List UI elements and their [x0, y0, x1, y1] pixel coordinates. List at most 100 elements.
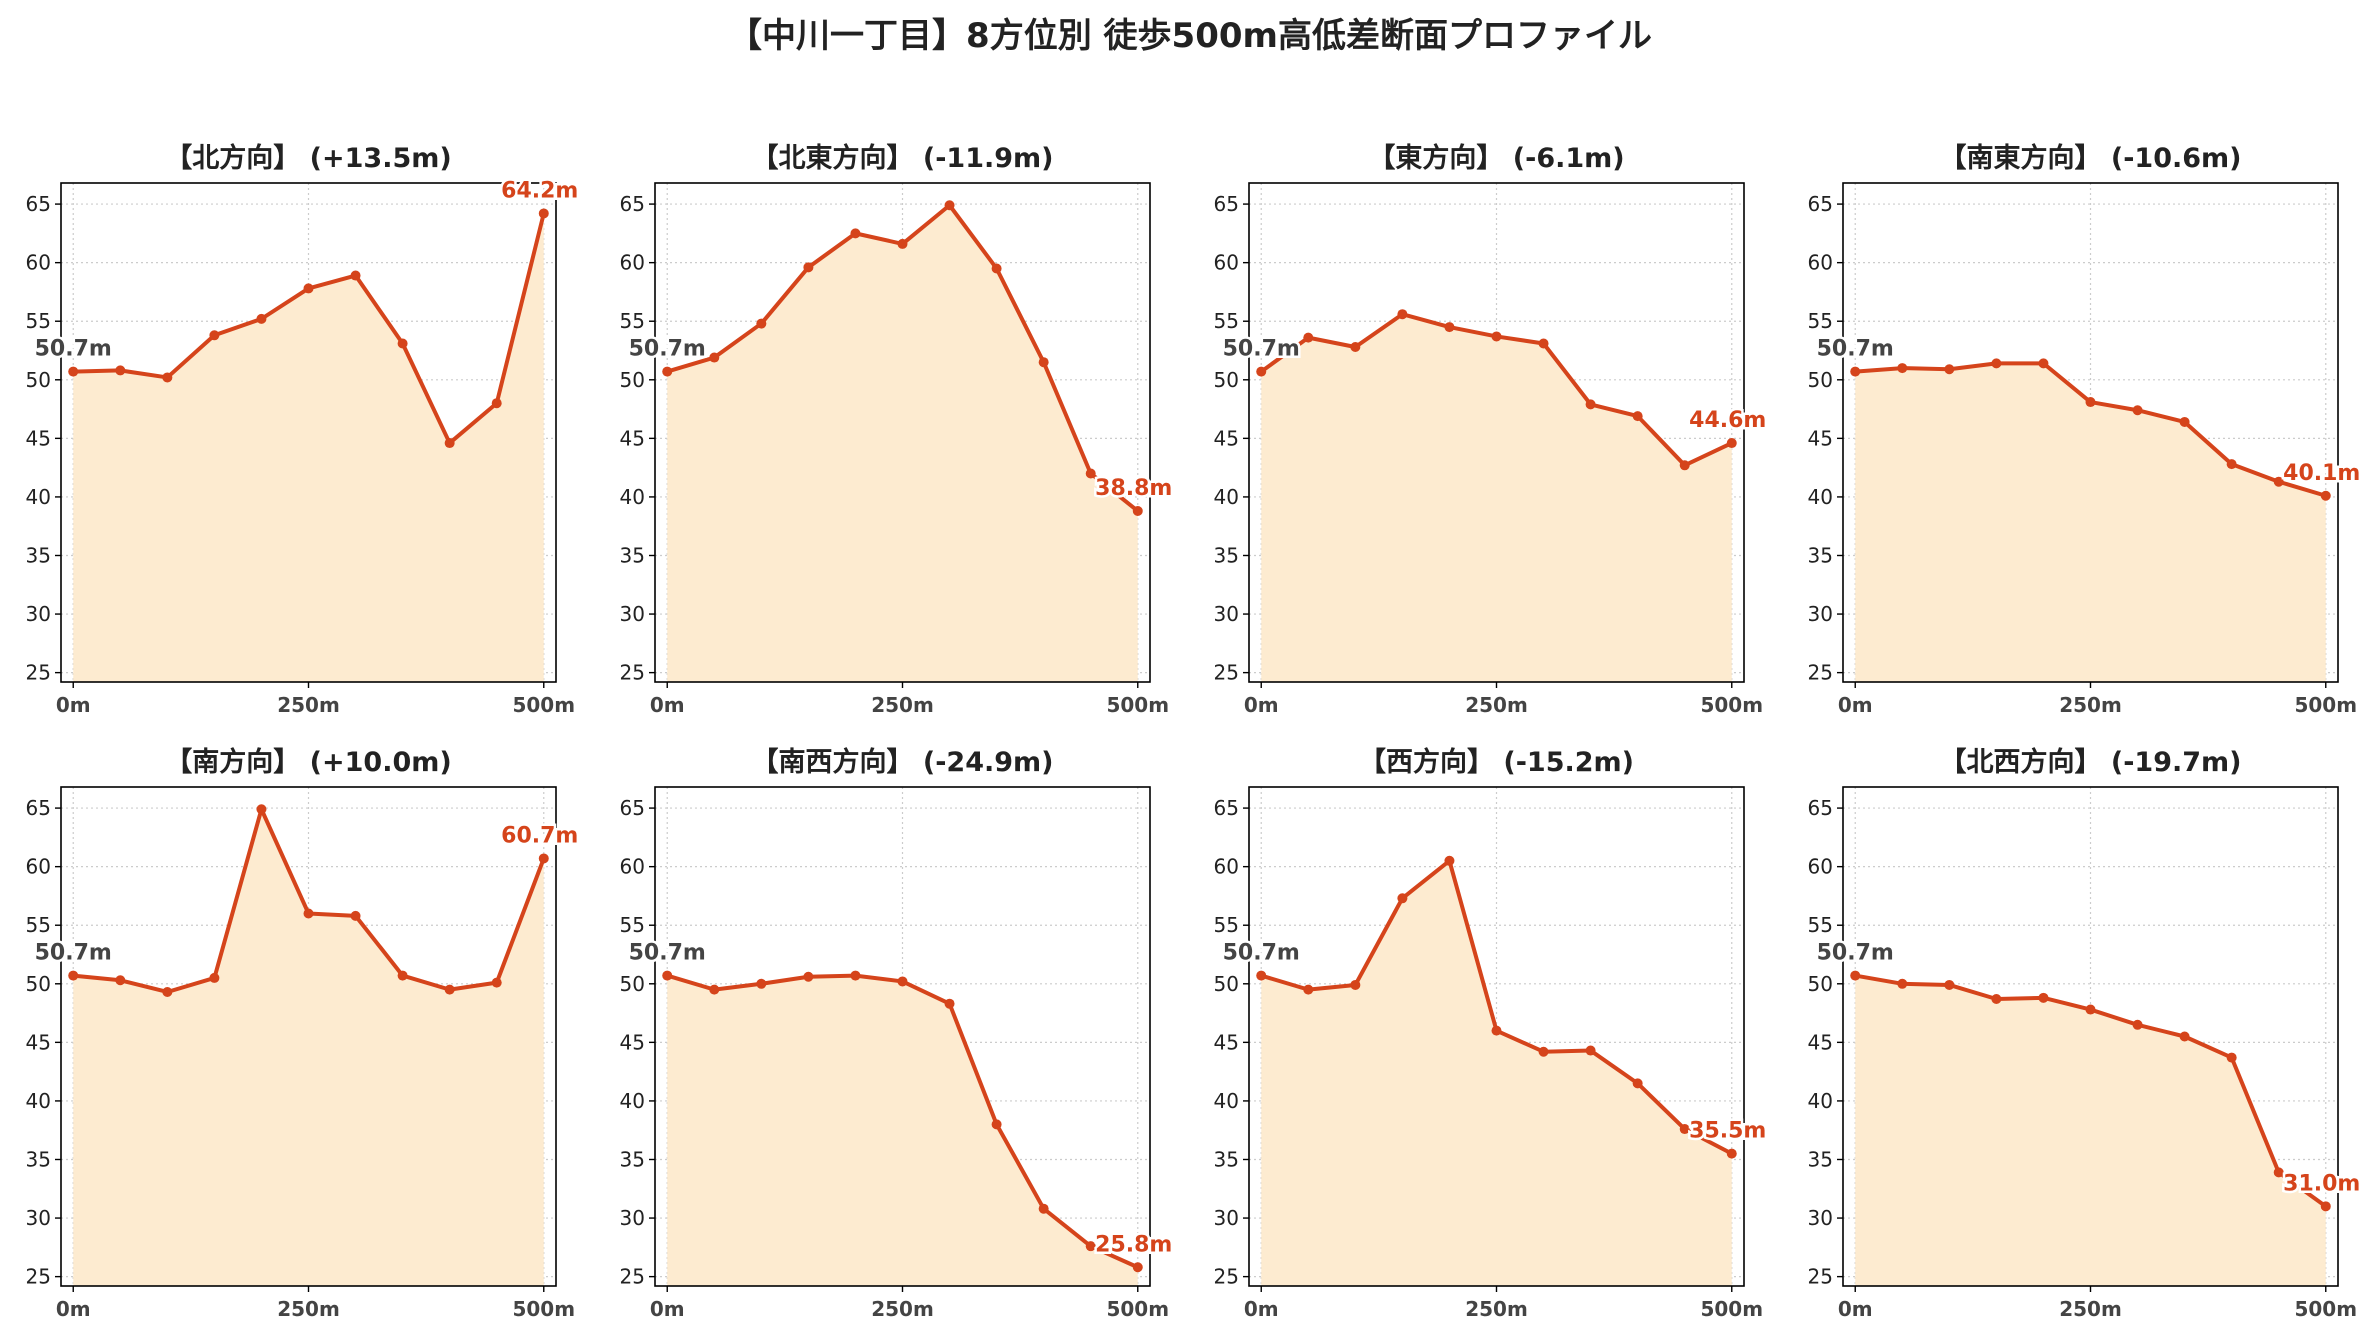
- data-point: [256, 804, 267, 815]
- y-tick-label: 40: [26, 485, 51, 509]
- y-tick-label: 30: [1214, 602, 1239, 626]
- profile-area: [1855, 363, 2326, 682]
- data-point: [209, 330, 220, 341]
- start-elevation-label: 50.7m: [1817, 337, 1894, 362]
- end-elevation-label: 40.1m: [2283, 461, 2360, 486]
- profile-area: [1855, 975, 2326, 1286]
- y-tick-label: 35: [1214, 543, 1239, 567]
- data-point: [303, 283, 314, 294]
- y-tick-label: 40: [620, 485, 645, 509]
- y-tick-label: 45: [1808, 426, 1833, 450]
- x-tick-label: 250m: [277, 1297, 340, 1321]
- data-point: [491, 398, 502, 409]
- data-point: [303, 908, 314, 919]
- chart-panel-1: 【北方向】 (+13.5m) 25 30 35 40 45 50 55 60 65 0m 250m 50…: [26, 142, 581, 717]
- data-point: [115, 975, 126, 986]
- y-tick-label: 60: [1214, 251, 1239, 275]
- chart-title: 【南東方向】 (-10.6m): [1939, 142, 2241, 174]
- data-point: [1303, 332, 1314, 343]
- data-point: [491, 977, 502, 988]
- x-tick-label: 500m: [1700, 693, 1763, 717]
- y-tick-label: 65: [1808, 796, 1833, 820]
- x-tick-label: 0m: [1838, 693, 1873, 717]
- data-point: [1491, 331, 1502, 342]
- profile-area: [73, 213, 544, 683]
- data-point: [1897, 978, 1908, 989]
- x-tick-label: 500m: [512, 1297, 575, 1321]
- data-point: [2132, 405, 2143, 416]
- end-elevation-label: 44.6m: [1689, 408, 1766, 433]
- y-tick-label: 35: [620, 543, 645, 567]
- x-tick-label: 500m: [1106, 693, 1169, 717]
- y-tick-label: 40: [1808, 485, 1833, 509]
- y-tick-label: 60: [26, 251, 51, 275]
- data-point: [1679, 460, 1690, 471]
- y-tick-label: 45: [620, 426, 645, 450]
- data-point: [850, 228, 861, 239]
- data-point: [350, 910, 361, 921]
- x-tick-label: 500m: [2294, 1297, 2357, 1321]
- start-elevation-label: 50.7m: [1817, 941, 1894, 966]
- data-point: [1850, 366, 1861, 377]
- y-tick-label: 45: [1214, 426, 1239, 450]
- data-point: [2320, 1201, 2331, 1212]
- x-tick-label: 250m: [277, 693, 340, 717]
- data-point: [709, 984, 720, 995]
- data-point: [1850, 970, 1861, 981]
- y-tick-label: 25: [1808, 1265, 1833, 1289]
- y-tick-label: 55: [1214, 913, 1239, 937]
- y-tick-label: 60: [620, 251, 645, 275]
- y-tick-label: 45: [26, 426, 51, 450]
- data-point: [1132, 505, 1143, 516]
- y-tick-label: 30: [26, 602, 51, 626]
- y-tick-label: 35: [26, 543, 51, 567]
- data-point: [162, 372, 173, 383]
- y-tick-label: 45: [26, 1030, 51, 1054]
- data-point: [2320, 490, 2331, 501]
- x-tick-label: 250m: [871, 693, 934, 717]
- chart-title: 【西方向】 (-15.2m): [1359, 746, 1634, 778]
- data-point: [1991, 358, 2002, 369]
- data-point: [2085, 397, 2096, 408]
- profile-area: [667, 975, 1138, 1286]
- y-tick-label: 55: [1214, 309, 1239, 333]
- data-point: [2038, 358, 2049, 369]
- y-tick-label: 40: [26, 1089, 51, 1113]
- y-tick-label: 65: [1214, 192, 1239, 216]
- y-tick-label: 60: [620, 855, 645, 879]
- end-elevation-label: 25.8m: [1095, 1232, 1172, 1257]
- y-tick-label: 35: [1214, 1147, 1239, 1171]
- profile-area: [667, 205, 1138, 683]
- chart-panel-8: 【北西方向】 (-19.7m) 25 30 35 40 45 50 55 60 65 0m 250m 5…: [1808, 746, 2363, 1321]
- data-point: [1726, 438, 1737, 449]
- y-tick-label: 25: [1214, 1265, 1239, 1289]
- data-point: [397, 970, 408, 981]
- data-point: [944, 998, 955, 1009]
- y-tick-label: 35: [26, 1147, 51, 1171]
- data-point: [756, 318, 767, 329]
- y-tick-label: 40: [1808, 1089, 1833, 1113]
- chart-title: 【南西方向】 (-24.9m): [751, 746, 1053, 778]
- y-tick-label: 60: [1808, 251, 1833, 275]
- data-point: [1350, 341, 1361, 352]
- y-tick-label: 60: [1214, 855, 1239, 879]
- end-elevation-label: 35.5m: [1689, 1119, 1766, 1144]
- start-elevation-label: 50.7m: [629, 941, 706, 966]
- y-tick-label: 25: [26, 1265, 51, 1289]
- y-tick-label: 65: [1808, 192, 1833, 216]
- chart-panel-7: 【西方向】 (-15.2m) 25 30 35 40 45 50 55 60 65 0m 250m 50…: [1214, 746, 1769, 1321]
- data-point: [2273, 476, 2284, 487]
- data-point: [2085, 1004, 2096, 1015]
- y-tick-label: 50: [1214, 972, 1239, 996]
- profile-area: [73, 809, 544, 1286]
- chart-title: 【北方向】 (+13.5m): [165, 142, 451, 174]
- y-tick-label: 55: [1808, 309, 1833, 333]
- data-point: [662, 970, 673, 981]
- x-tick-label: 0m: [650, 1297, 685, 1321]
- y-tick-label: 65: [26, 192, 51, 216]
- data-point: [538, 208, 549, 219]
- x-tick-label: 0m: [56, 693, 91, 717]
- y-tick-label: 35: [1808, 543, 1833, 567]
- chart-panel-3: 【東方向】 (-6.1m) 25 30 35 40 45 50 55 60 65 0m 250m 500…: [1214, 142, 1769, 717]
- data-point: [850, 970, 861, 981]
